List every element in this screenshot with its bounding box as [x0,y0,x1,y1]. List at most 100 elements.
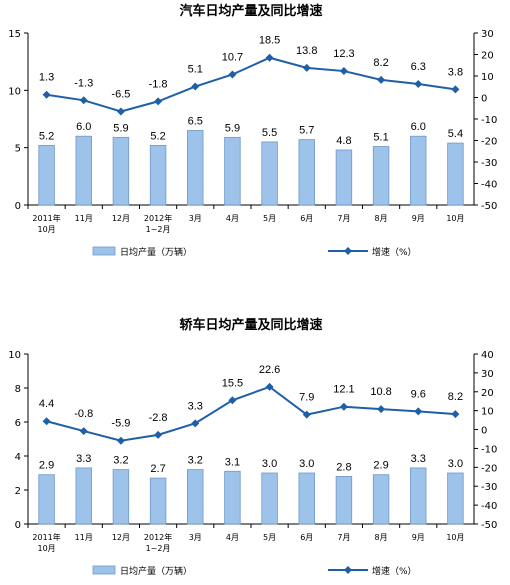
x-tick-label: 2012年 [144,213,172,223]
left-axis-tick-label: 0 [15,201,21,212]
bar [112,469,130,525]
bar-value-label: 5.9 [113,122,128,134]
bar [372,146,390,206]
growth-line [46,385,456,442]
bar [372,474,390,525]
right-axis-tick-label: -30 [481,158,497,169]
x-tick-label: 12月 [112,214,130,223]
line-value-label: 5.1 [188,64,203,76]
bar-value-label: 3.2 [188,455,203,467]
bar-value-label: 3.0 [448,458,463,470]
bar-value-label: 3.3 [76,453,91,465]
line-point [228,396,237,405]
right-axis-tick-label: 20 [481,388,494,399]
line-value-label: 12.3 [333,48,354,60]
x-tick-label: 4月 [226,214,239,223]
bar-value-label: 5.9 [225,122,240,134]
bar-value-label: 5.2 [150,130,165,142]
bar [38,144,55,206]
x-tick-label: 6月 [300,214,313,223]
line-value-label: -0.8 [74,408,93,420]
right-axis-tick-label: -30 [481,482,497,493]
x-tick-label: 1~2月 [146,225,171,234]
line-point [191,419,200,428]
line-point [377,405,386,414]
line-point [339,402,348,411]
chart-2: 轿车日均产量及同比增速 0 2 4 6 8 10 40 30 20 10 0 -10 -20 -30 -40 -… [8,317,497,577]
x-tick-label: 3月 [189,533,202,542]
chart-title: 汽车日均产量及同比增速 [179,3,322,19]
line-value-label: 4.4 [39,398,54,410]
line-value-label: 8.2 [448,391,463,403]
bar-value-label: 6.5 [188,115,203,127]
left-axis-tick-label: 10 [8,350,21,361]
bar-value-label: 2.7 [150,463,165,475]
line-point [79,427,88,436]
legend: 日均产量（万辆） 增速（%） [92,246,417,258]
bar-value-label: 4.8 [336,135,351,147]
line-value-label: 9.6 [411,388,426,400]
chart-1: 汽车日均产量及同比增速 0 5 10 15 30 20 10 0 -10 -20 -30 -40 -50 5… [8,3,497,258]
line-value-label: 3.3 [188,400,203,412]
x-tick-label: 10月 [37,544,55,553]
right-axis-tick-label: -10 [481,115,497,126]
bar [410,467,427,525]
x-tick-label: 5月 [263,533,276,542]
line-value-label: 10.7 [222,51,243,63]
line-point [42,417,51,426]
x-tick-label: 11月 [75,533,93,542]
x-tick-label: 2011年 [32,213,60,223]
bar-value-label: 5.1 [373,132,388,144]
left-axis-tick-label: 4 [15,452,21,463]
line-value-label: -1.3 [74,77,93,89]
bar [149,477,167,525]
right-axis-tick-label: -20 [481,463,497,474]
x-tick-label: 10月 [446,214,464,223]
line-point [265,53,274,62]
x-tick-label: 4月 [226,533,239,542]
right-axis-tick-label: -40 [481,180,497,191]
legend-line-label: 增速（%） [372,565,417,577]
bar [298,139,315,206]
bar [224,470,241,525]
line-value-label: -6.5 [111,88,130,100]
bar-value-label: 2.8 [336,461,351,473]
bar [410,135,427,206]
x-tick-label: 2011年 [32,532,60,542]
bar [112,136,130,206]
right-axis-tick-label: 10 [481,72,494,83]
right-axis-tick-label: -10 [481,444,497,455]
bar-value-label: 6.0 [411,121,426,133]
left-axis-tick-label: 6 [15,418,21,429]
line-value-label: 13.8 [296,45,317,57]
line-point [154,97,163,106]
x-tick-label: 10月 [446,533,464,542]
bar [187,130,204,206]
bar [224,136,241,206]
line-value-label: 18.5 [259,35,280,47]
bar-value-label: 3.0 [262,458,277,470]
line-point [116,107,125,116]
right-axis-tick-label: -20 [481,137,497,148]
line-point [79,96,88,105]
right-axis-tick-label: 0 [481,426,487,437]
bar-value-label: 3.1 [225,456,240,468]
x-tick-label: 1~2月 [146,544,171,553]
bar [298,472,315,525]
line-value-label: 12.1 [333,384,354,396]
bar [187,469,204,525]
line-point [265,382,274,391]
bar-value-label: 5.7 [299,125,314,137]
left-axis-tick-label: 2 [15,486,21,497]
right-axis-tick-label: -50 [481,201,497,212]
x-tick-label: 5月 [263,214,276,223]
x-tick-label: 3月 [189,214,202,223]
line-point [302,63,311,72]
line-point [377,75,386,84]
bar-value-label: 3.2 [113,455,128,467]
x-tick-label: 2012年 [144,532,172,542]
line-point [228,70,237,79]
line-value-label: 3.8 [448,66,463,78]
legend-bar-swatch [92,246,116,256]
